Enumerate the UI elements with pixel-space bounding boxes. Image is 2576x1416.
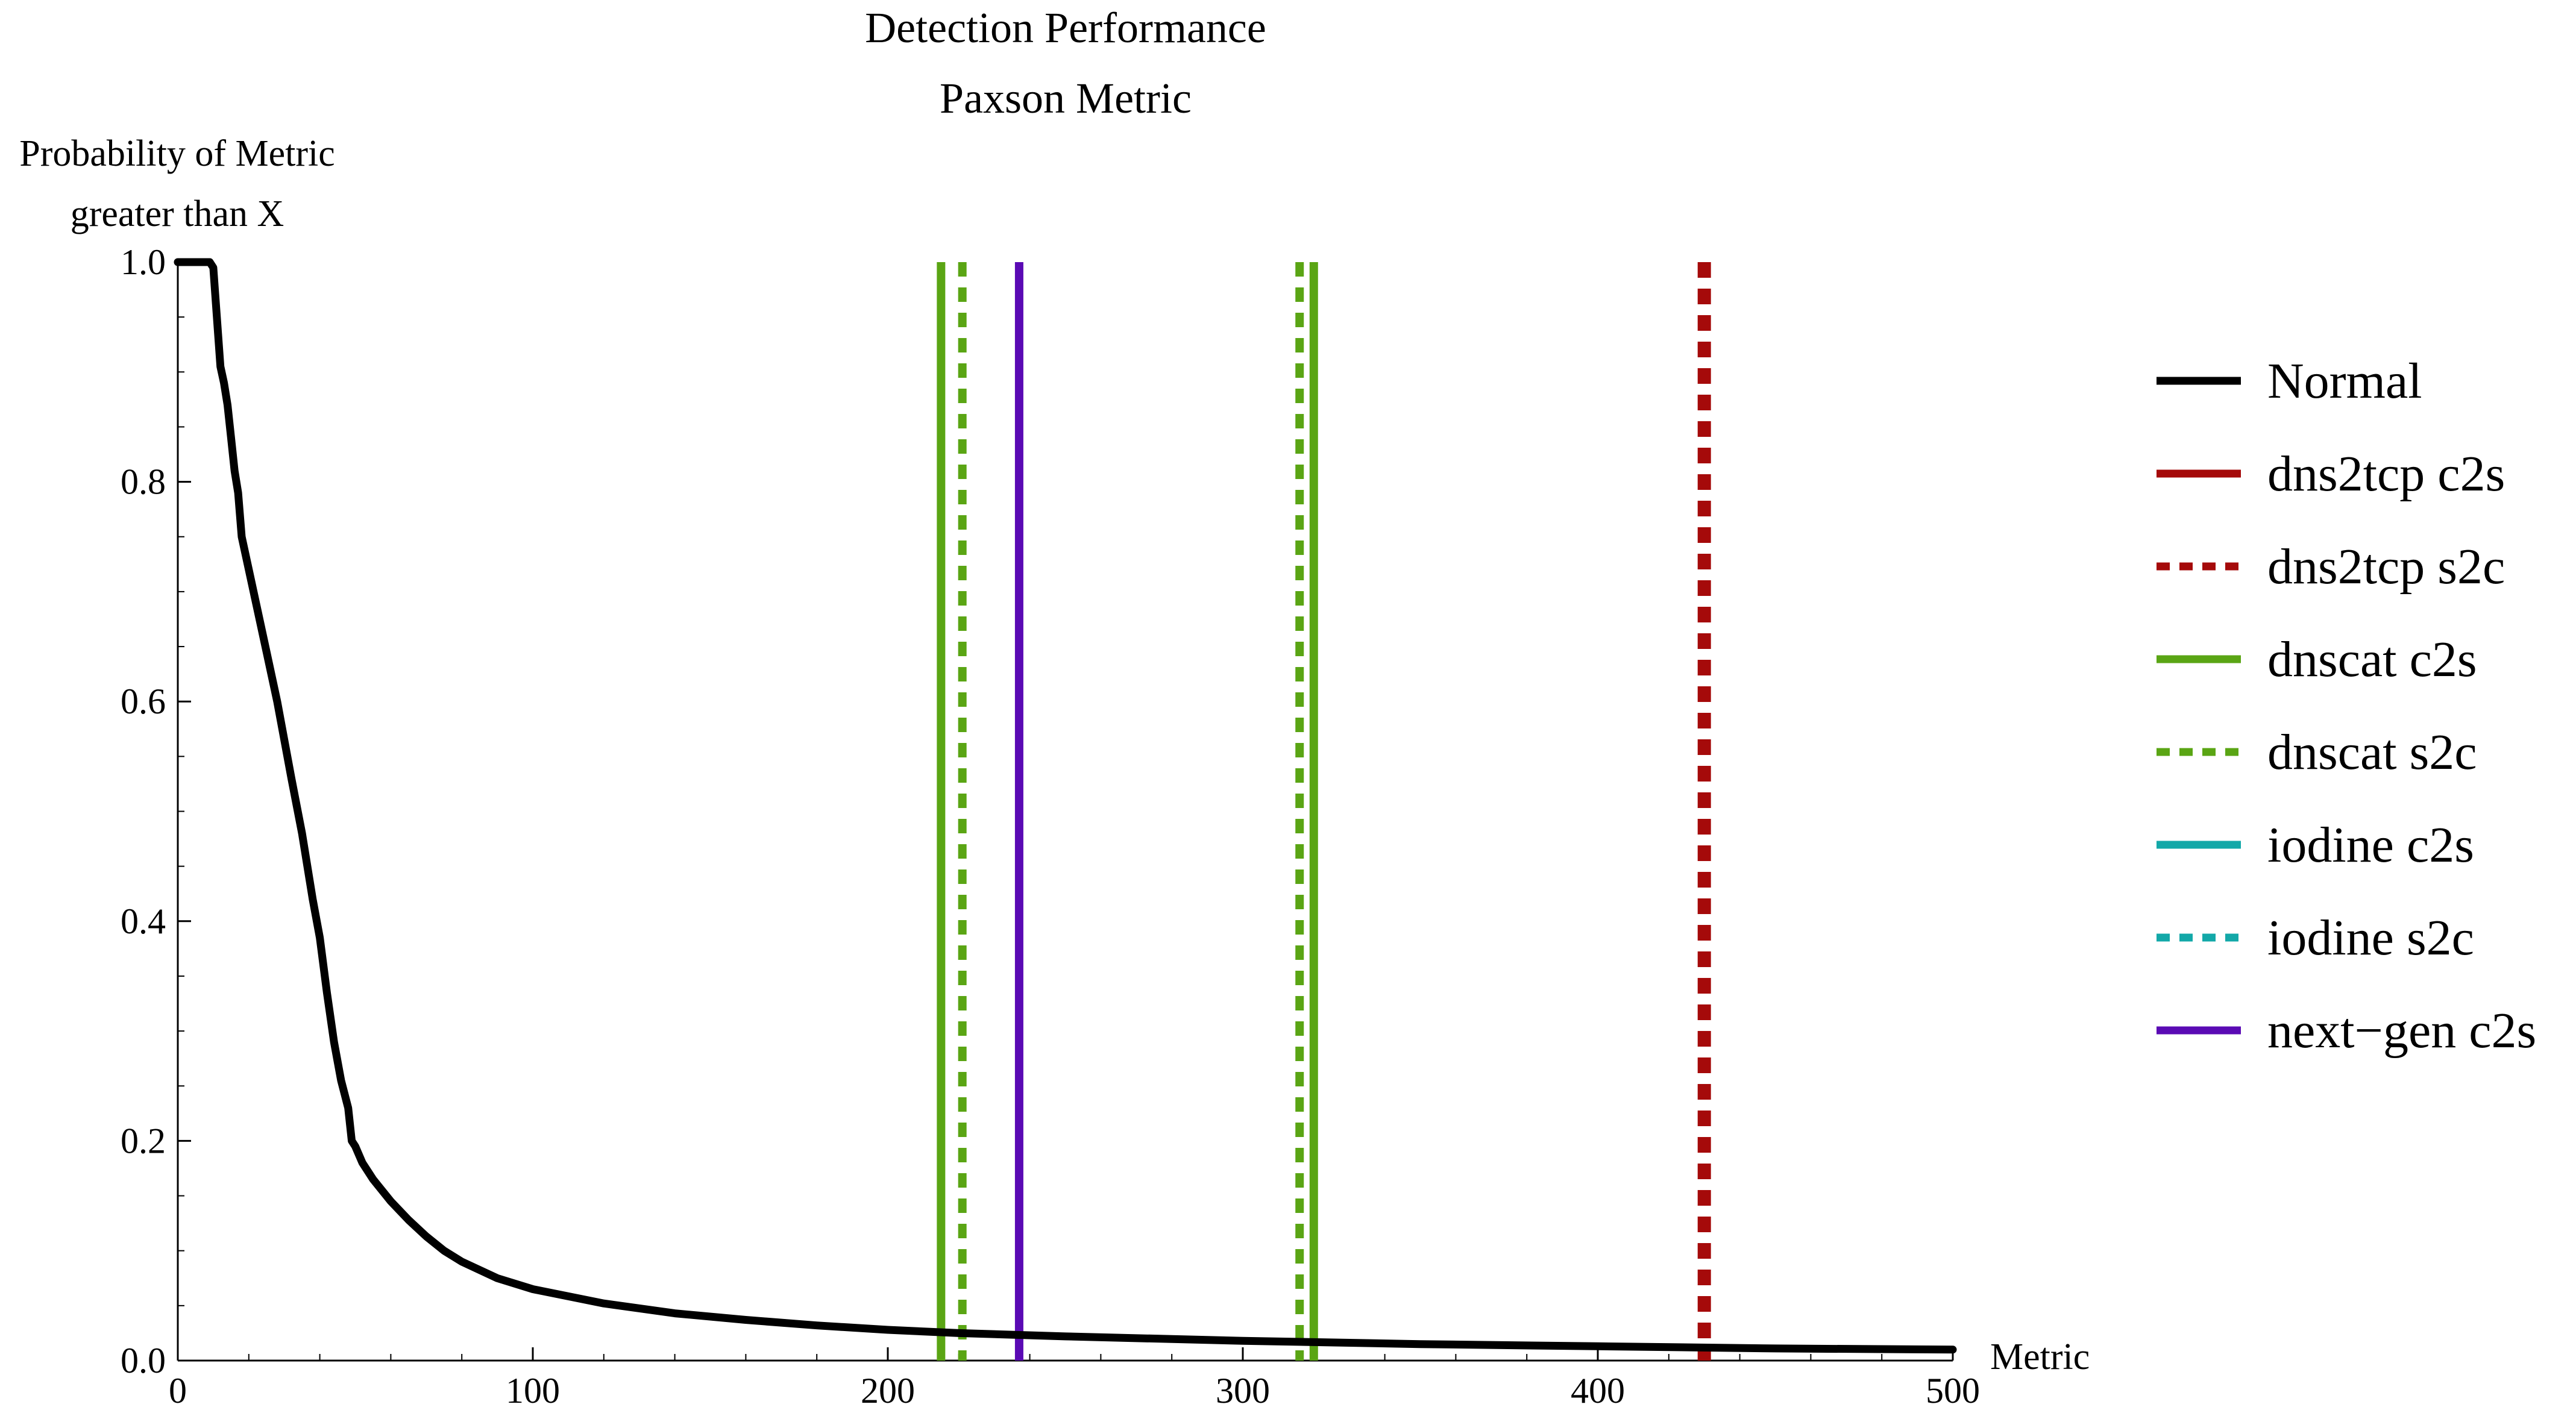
y-axis-label-line-1: Probability of Metric <box>19 133 335 174</box>
y-axis-label-line-2: greater than X <box>71 193 284 234</box>
x-tick-label: 200 <box>861 1371 915 1411</box>
y-tick-label: 0.2 <box>121 1121 166 1161</box>
legend-label-next-gen-c2s: next−gen c2s <box>2267 1003 2536 1059</box>
x-tick-label: 500 <box>1926 1371 1980 1411</box>
x-tick-label: 0 <box>169 1371 187 1411</box>
legend-label-dns2tcp-s2c: dns2tcp s2c <box>2267 539 2505 595</box>
y-tick-label: 0.0 <box>121 1341 166 1380</box>
legend-label-dns2tcp-c2s: dns2tcp c2s <box>2267 446 2505 502</box>
legend-label-iodine-c2s: iodine c2s <box>2267 817 2474 873</box>
chart-title-line-2: Paxson Metric <box>940 74 1192 122</box>
curves <box>174 258 1957 1354</box>
legend-label-dnscat-s2c: dnscat s2c <box>2267 724 2477 780</box>
x-tick-label: 400 <box>1571 1371 1625 1411</box>
vertical-lines <box>937 262 1711 1361</box>
legend-label-normal: Normal <box>2267 353 2422 409</box>
chart-title-line-1: Detection Performance <box>865 4 1266 52</box>
x-tick-label: 300 <box>1216 1371 1270 1411</box>
series-line-normal <box>174 258 1957 1354</box>
y-tick-label: 0.4 <box>121 901 166 941</box>
legend: Normal dns2tcp c2s dns2tcp s2c dnscat c2s dn… <box>2157 353 2536 1059</box>
x-axis-label: Metric <box>1990 1336 2090 1377</box>
y-tick-label: 0.8 <box>121 462 166 502</box>
legend-label-iodine-s2c: iodine s2c <box>2267 910 2474 966</box>
legend-label-dnscat-c2s: dnscat c2s <box>2267 631 2477 688</box>
y-tick-label: 1.0 <box>121 242 166 282</box>
x-tick-label: 100 <box>506 1371 560 1411</box>
axes: 0 100 200 300 400 500 0.0 0.2 0.4 0.6 0.8 1.0 <box>121 242 1980 1411</box>
y-tick-label: 0.6 <box>121 681 166 721</box>
